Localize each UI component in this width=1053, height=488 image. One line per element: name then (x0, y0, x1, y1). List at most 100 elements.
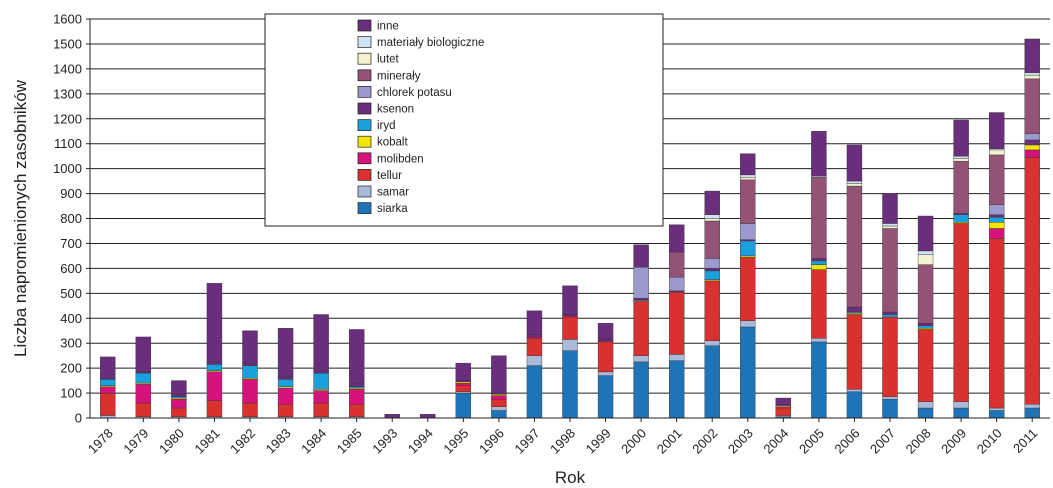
legend-label: inne (377, 21, 399, 33)
bar-segment-tellur (740, 256, 756, 321)
legend-item: minerały (357, 69, 421, 82)
x-tick-label: 1985 (334, 426, 365, 457)
bar-segment-minerały (704, 220, 720, 259)
bar-segment-tellur (846, 314, 863, 390)
bar-segment-molibden (313, 390, 329, 404)
bar-segment-samar (704, 340, 720, 346)
y-tick-label: 400 (60, 311, 82, 326)
bar-segment-chlorek-potasu (988, 204, 1005, 215)
bar-segment-inne (384, 414, 400, 419)
bar-segment-samar (740, 320, 756, 328)
legend-swatch (357, 135, 372, 148)
bar-segment-iryd (988, 217, 1005, 223)
bar-segment-tellur (135, 402, 152, 417)
bar-segment-tellur (811, 269, 827, 339)
bar-segment-inne (135, 336, 152, 373)
bar-segment-inne (775, 397, 792, 405)
x-axis-title: Rok (555, 468, 586, 487)
legend-label: materiały biologiczne (377, 37, 484, 49)
bar-segment-minerały (740, 179, 756, 224)
legend-box (264, 13, 664, 227)
bar-segment-inne (526, 310, 543, 335)
y-tick-label: 700 (60, 236, 82, 251)
legend: inne materiały biologiczne lutet minerały ch… (264, 13, 664, 227)
bar-stack-1997 (526, 310, 543, 419)
bar-stack-1994 (420, 414, 436, 419)
bar-segment-materiały-biologiczne (917, 250, 934, 255)
bar-segment-iryd (100, 379, 116, 386)
legend-label: ksenon (377, 104, 414, 116)
y-tick-label: 0 (75, 411, 82, 426)
legend-item: inne (357, 19, 399, 33)
bar-segment-ksenon (988, 214, 1005, 218)
bar-segment-tellur (988, 238, 1005, 409)
bar-segment-tellur (882, 316, 898, 398)
bar-segment-inne (704, 190, 720, 215)
bar-segment-molibden (206, 371, 223, 401)
bar-segment-ksenon (846, 306, 863, 313)
bar-stack-2001 (668, 224, 685, 419)
bar-segment-inne (953, 119, 969, 157)
bar-segment-siarka (846, 391, 863, 419)
bar-stack-1993 (384, 414, 400, 419)
bar-segment-inne (740, 153, 756, 176)
bar-segment-tellur (775, 407, 792, 416)
bar-segment-materiały-biologiczne (953, 155, 969, 159)
bar-segment-inne (668, 224, 685, 253)
bar-segment-lutet (953, 158, 969, 162)
bar-stack-2005 (811, 131, 827, 419)
bar-segment-ksenon (526, 334, 543, 338)
bar-segment-samar (988, 407, 1005, 411)
bar-segment-inne (597, 323, 614, 339)
bar-segment-tellur (100, 392, 116, 416)
legend-item: molibden (357, 152, 424, 165)
legend-swatch (357, 102, 372, 115)
bar-segment-lutet (917, 254, 934, 265)
bar-segment-tellur (455, 385, 472, 393)
bar-segment-siarka (562, 350, 578, 419)
bar-segment-molibden (171, 399, 187, 409)
bar-segment-samar (953, 401, 969, 409)
bar-stack-1981 (206, 283, 223, 419)
legend-item: chlorek potasu (357, 86, 452, 99)
bar-stack-2002 (704, 190, 720, 419)
x-tick-label: 1996 (476, 426, 507, 457)
bar-segment-inne (562, 285, 578, 315)
bar-segment-materiały-biologiczne (846, 180, 863, 184)
bar-segment-ksenon (597, 338, 614, 341)
bar-stack-1983 (277, 328, 294, 419)
bar-segment-samar (1024, 404, 1040, 409)
bar-segment-inne (277, 328, 294, 378)
bar-segment-inne (633, 244, 649, 268)
bar-segment-minerały (811, 177, 827, 259)
bar-segment-samar (882, 396, 898, 400)
bar-segment-minerały (917, 264, 934, 324)
bar-segment-molibden (348, 389, 365, 405)
legend-swatch (357, 119, 372, 131)
bar-segment-molibden (135, 384, 152, 404)
bar-stack-2011 (1024, 38, 1040, 419)
bar-segment-ksenon (1024, 139, 1040, 146)
bar-stack-1978 (100, 356, 116, 419)
bar-segment-lutet (740, 177, 756, 181)
bar-segment-molibden (277, 387, 294, 405)
bar-stack-2007 (882, 193, 898, 419)
bar-segment-ksenon (704, 268, 720, 272)
legend-label: minerały (377, 70, 421, 82)
bar-segment-materiały-biologiczne (882, 223, 898, 227)
x-tick-label: 2002 (689, 426, 720, 457)
legend-item: kobalt (357, 135, 408, 149)
bar-segment-tellur (171, 407, 187, 417)
bar-segment-chlorek-potasu (704, 258, 720, 269)
bar-segment-materiały-biologiczne (1024, 72, 1040, 76)
bar-segment-materiały-biologiczne (704, 214, 720, 219)
bar-segment-lutet (882, 225, 898, 229)
bar-segment-inne (917, 215, 934, 252)
bar-segment-molibden (242, 379, 258, 404)
bar-segment-inne (348, 329, 365, 384)
bar-segment-ksenon (917, 323, 934, 326)
bar-segment-siarka (455, 392, 472, 419)
y-tick-label: 1200 (53, 111, 82, 126)
bar-stack-2003 (740, 153, 756, 419)
bar-segment-iryd (277, 379, 294, 388)
